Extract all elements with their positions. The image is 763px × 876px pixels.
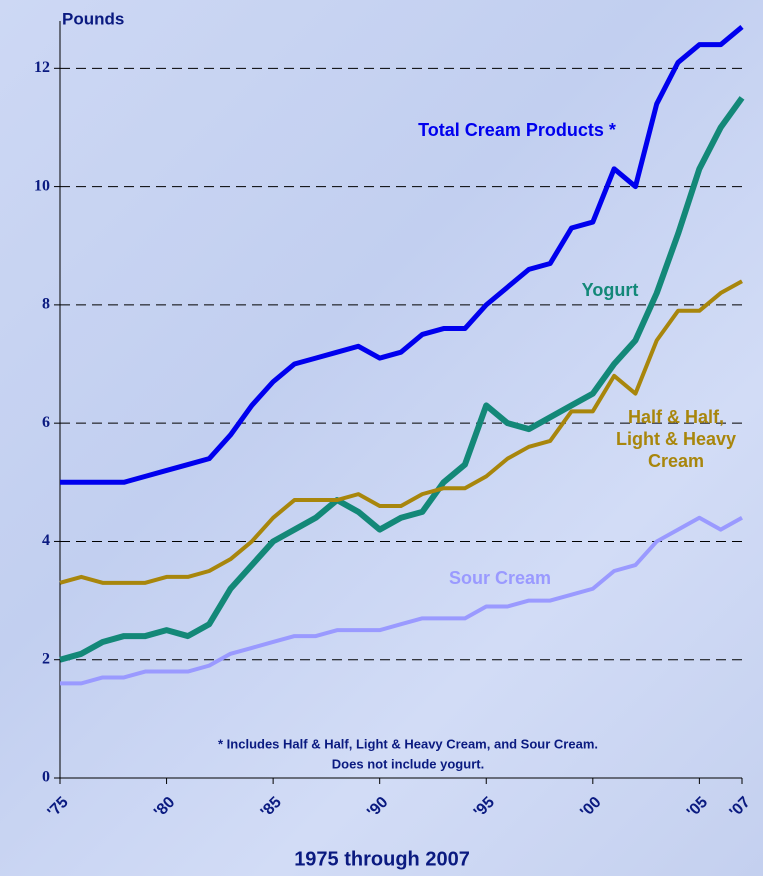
y-tick-label: 10 xyxy=(34,177,50,194)
series-label: Yogurt xyxy=(581,280,639,300)
x-tick-label: '85 xyxy=(258,794,285,821)
y-tick-label: 4 xyxy=(42,532,50,549)
line xyxy=(59,96,745,663)
series-label: Half & Half, Light & Heavy Cream xyxy=(615,407,737,471)
y-axis-label: Pounds xyxy=(62,9,124,28)
x-tick-label: '05 xyxy=(684,794,711,821)
x-tick-label: '90 xyxy=(364,794,391,821)
x-tick-label: '00 xyxy=(577,794,604,821)
y-tick-label: 12 xyxy=(34,59,50,76)
line xyxy=(60,515,743,686)
series-label: Total Cream Products * xyxy=(418,120,616,140)
y-tick-label: 2 xyxy=(42,650,50,667)
line xyxy=(59,279,743,585)
x-tick-label: '95 xyxy=(471,794,498,821)
x-tick-label: '75 xyxy=(45,794,72,821)
series-label: Sour Cream xyxy=(448,568,552,588)
x-tick-label: '07 xyxy=(727,794,754,821)
line xyxy=(60,24,744,485)
x-axis-label: 1975 through 2007 xyxy=(294,848,470,870)
y-tick-label: 8 xyxy=(42,296,50,313)
x-tick-label: '80 xyxy=(151,794,178,821)
footnote: * Includes Half & Half, Light & Heavy Cr… xyxy=(218,736,598,751)
footnote: Does not include yogurt. xyxy=(332,756,484,771)
y-tick-label: 6 xyxy=(42,414,50,431)
y-tick-label: 0 xyxy=(42,769,50,786)
